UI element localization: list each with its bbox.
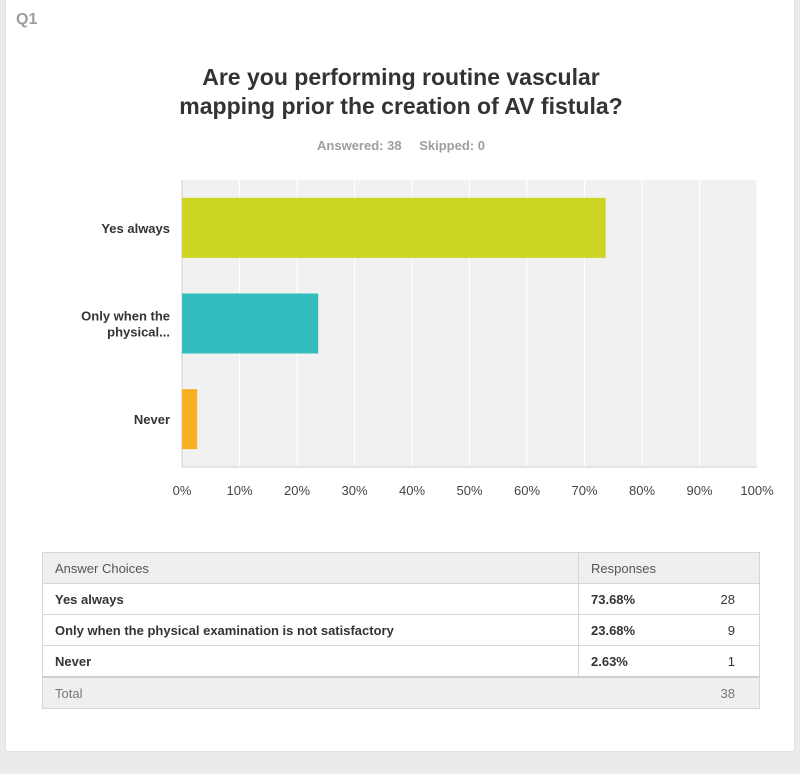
row-label: Only when the physical examination is no… bbox=[42, 614, 579, 646]
x-tick-label: 30% bbox=[341, 483, 367, 498]
x-tick-label: 10% bbox=[226, 483, 252, 498]
row-count: 9 bbox=[683, 614, 760, 646]
header-answer-choices: Answer Choices bbox=[42, 552, 579, 584]
x-tick-label: 60% bbox=[514, 483, 540, 498]
category-label-line: Yes always bbox=[101, 221, 170, 236]
row-count: 1 bbox=[683, 645, 760, 678]
row-count: 28 bbox=[683, 583, 760, 615]
category-label: Yes always bbox=[101, 221, 170, 236]
question-title: Are you performing routine vascular mapp… bbox=[6, 63, 796, 121]
bar bbox=[182, 293, 319, 354]
category-label-line: Never bbox=[134, 412, 170, 427]
bar bbox=[182, 389, 198, 450]
bar bbox=[182, 197, 606, 258]
category-label: Only when the physical... bbox=[81, 309, 170, 340]
x-tick-label: 40% bbox=[399, 483, 425, 498]
row-label: Never bbox=[42, 645, 579, 678]
question-number: Q1 bbox=[16, 11, 38, 28]
total-value: 38 bbox=[683, 676, 760, 709]
row-percent: 2.63% bbox=[578, 645, 683, 678]
answered-count: Answered: 38 bbox=[317, 138, 402, 153]
row-label: Yes always bbox=[42, 583, 579, 615]
question-card: Q1 Are you performing routine vascular m… bbox=[5, 0, 795, 752]
question-title-line2: mapping prior the creation of AV fistula… bbox=[179, 93, 623, 119]
category-label-line: Only when the bbox=[81, 309, 170, 324]
category-label: Never bbox=[134, 412, 170, 427]
x-tick-label: 100% bbox=[740, 483, 774, 498]
question-title-line1: Are you performing routine vascular bbox=[202, 64, 600, 90]
header-responses: Responses bbox=[578, 552, 760, 584]
results-table: Answer Choices Responses Yes always 73.6… bbox=[42, 552, 760, 709]
x-tick-label: 0% bbox=[173, 483, 192, 498]
row-percent: 23.68% bbox=[578, 614, 683, 646]
x-tick-label: 50% bbox=[456, 483, 482, 498]
skipped-count: Skipped: 0 bbox=[419, 138, 485, 153]
table-row: Only when the physical examination is no… bbox=[42, 614, 760, 646]
category-label-line: physical... bbox=[107, 325, 170, 340]
table-row: Yes always 73.68% 28 bbox=[42, 583, 760, 615]
table-header-row: Answer Choices Responses bbox=[42, 552, 760, 584]
row-percent: 73.68% bbox=[578, 583, 683, 615]
table-total-row: Total 38 bbox=[42, 676, 760, 709]
x-tick-label: 90% bbox=[686, 483, 712, 498]
x-tick-label: 80% bbox=[629, 483, 655, 498]
total-label: Total bbox=[42, 676, 683, 709]
x-tick-label: 20% bbox=[284, 483, 310, 498]
response-summary: Answered: 38 Skipped: 0 bbox=[6, 138, 796, 153]
table-row: Never 2.63% 1 bbox=[42, 645, 760, 678]
bar-chart: 0% 10% 20% 30% 40% 50% 60% 70% 80% 90% 100% Yes alw… bbox=[81, 180, 774, 498]
x-tick-label: 70% bbox=[571, 483, 597, 498]
